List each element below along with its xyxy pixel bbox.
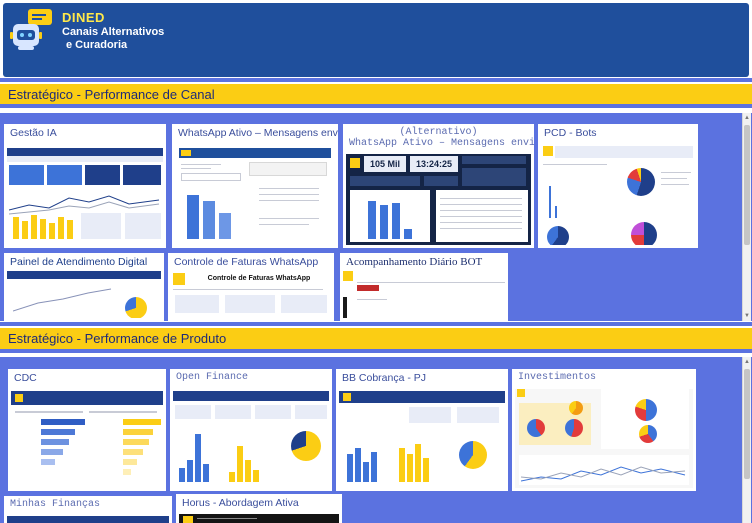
card-title-line1: (Alternativo) [399,127,478,138]
section-title-canal: Estratégico - Performance de Canal [8,87,215,102]
brand-subtitle-line2: e Curadoria [66,39,128,51]
section-title-produto: Estratégico - Performance de Produto [8,331,227,346]
report-thumbnail [541,146,695,245]
scrollbar-thumb[interactable] [744,369,750,479]
report-thumbnail [339,391,505,488]
brand-subtitle-line1: Canais Alternativos [62,26,165,38]
scrollbar-thumb[interactable] [744,125,750,245]
card-title: Minhas Finanças [10,499,101,510]
card-title: Acompanhamento Diário BOT [346,256,483,268]
scroll-up-icon[interactable]: ▲ [744,359,750,365]
card-title: Gestão IA [10,127,57,139]
report-thumbnail [7,516,169,523]
card-gestao-ia[interactable]: Gestão IA [4,124,166,248]
section-top-rule [0,78,752,82]
section-header-produto: Estratégico - Performance de Produto [0,328,752,349]
card-acompanhamento-diario-bot[interactable]: Acompanhamento Diário BOT [340,253,508,321]
canal-scrollbar[interactable]: ▲ ▼ [742,113,751,321]
card-title: Open Finance [176,372,249,383]
report-thumbnail [7,148,163,245]
report-thumbnail [175,148,335,245]
card-horus-abordagem-ativa[interactable]: Horus - Abordagem Ativa [176,494,342,523]
card-whatsapp-ativo-alternativo[interactable]: (Alternativo) WhatsApp Ativo – Mensagens… [343,124,534,248]
card-title: Investimentos [518,372,597,383]
card-pcd-bots[interactable]: PCD - Bots [538,124,698,248]
card-title: Painel de Atendimento Digital [10,256,148,268]
card-title: Controle de Faturas WhatsApp [174,256,319,268]
report-thumbnail [11,391,163,488]
card-title: (Alternativo) WhatsApp Ativo – Mensagens… [343,124,534,152]
card-title-line2: WhatsApp Ativo – Mensagens enviadas [349,138,534,149]
app-header: DINED Canais Alternativos e Curadoria [3,3,749,77]
brand-title: DINED [62,10,105,25]
section-bottom-rule [0,104,752,108]
card-minhas-financas[interactable]: Minhas Finanças [4,496,172,523]
card-bb-cobranca-pj[interactable]: BB Cobrança - PJ [336,369,508,491]
produto-scrollbar[interactable]: ▲ [742,357,751,523]
card-title: BB Cobrança - PJ [342,372,427,384]
card-whatsapp-ativo[interactable]: WhatsApp Ativo – Mensagens enviadas [172,124,338,248]
produto-dashboard-grid: CDC Open Finance [0,357,752,523]
report-thumbnail [173,391,329,488]
section-bottom-rule [0,349,752,353]
canal-dashboard-grid: Gestão IA WhatsApp Ativo – Mensagens en [0,113,752,321]
report-thumbnail: 105 Mil 13:24:25 [346,154,531,245]
scroll-up-icon[interactable]: ▲ [744,115,750,121]
card-title: PCD - Bots [544,127,597,139]
brand-subtitle: Canais Alternativos e Curadoria [62,26,202,52]
card-controle-faturas-whatsapp[interactable]: Controle de Faturas WhatsApp Controle de… [168,253,334,321]
scroll-down-icon[interactable]: ▼ [744,313,750,319]
card-open-finance[interactable]: Open Finance [170,369,332,491]
kpi-sent: 105 Mil [364,156,406,172]
section-top-rule [0,322,752,326]
section-header-canal: Estratégico - Performance de Canal [0,84,752,105]
kpi-time: 13:24:25 [410,156,458,172]
report-heading: Controle de Faturas WhatsApp [207,275,311,282]
report-thumbnail: Controle de Faturas WhatsApp [171,273,331,318]
report-thumbnail [179,514,339,523]
report-thumbnail [515,389,693,488]
report-thumbnail [7,271,161,318]
card-title: Horus - Abordagem Ativa [182,497,299,509]
card-title: WhatsApp Ativo – Mensagens enviadas [178,127,338,139]
card-painel-atendimento-digital[interactable]: Painel de Atendimento Digital [4,253,164,321]
card-title: CDC [14,372,37,384]
chatbot-logo-icon [10,9,52,50]
card-cdc[interactable]: CDC [8,369,166,491]
report-thumbnail [343,271,505,318]
card-investimentos[interactable]: Investimentos [512,369,696,491]
